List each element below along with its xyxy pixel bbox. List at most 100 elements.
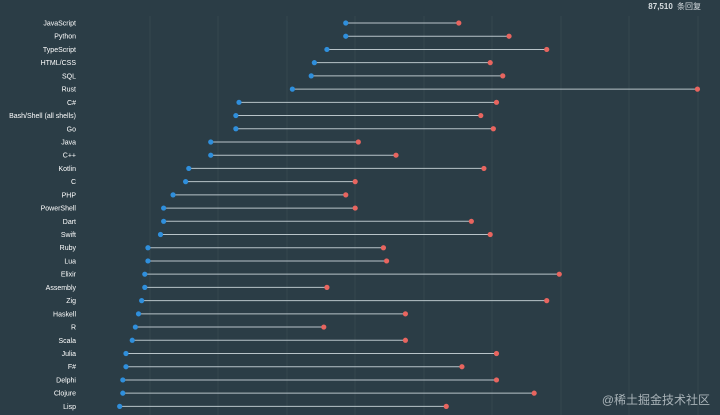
dumbbell-row-swift <box>157 231 493 238</box>
category-label-go: Go <box>67 126 76 133</box>
dumbbell-row-c <box>208 152 399 158</box>
category-label-typescript: TypeScript <box>43 47 76 54</box>
end-point <box>694 86 701 92</box>
end-point <box>490 126 496 132</box>
grid-lines <box>149 16 699 415</box>
dumbbell-row-rust <box>289 86 701 92</box>
dumbbell-row-assembly <box>142 284 330 290</box>
dumbbell-row-c <box>236 99 500 105</box>
start-point <box>186 165 192 172</box>
start-point <box>142 271 148 277</box>
dumbbell-row-haskell <box>135 311 409 317</box>
start-point <box>170 192 176 198</box>
end-point <box>493 350 500 357</box>
end-point <box>468 218 474 224</box>
start-point <box>145 245 151 251</box>
dumbbell-row-dart <box>161 218 474 224</box>
end-point <box>343 192 349 198</box>
end-point <box>531 390 537 396</box>
end-point <box>393 152 399 158</box>
watermark: @稀土掘金技术社区 <box>602 392 710 407</box>
end-point <box>493 99 500 105</box>
dumbbell-row-sql <box>308 73 506 79</box>
category-label-sql: SQL <box>62 73 76 80</box>
start-point <box>343 20 349 26</box>
start-point <box>135 311 142 317</box>
end-point <box>352 179 358 185</box>
category-label-swift: Swift <box>61 232 76 239</box>
start-point <box>117 403 123 409</box>
end-point <box>402 337 409 343</box>
start-point <box>139 298 145 304</box>
start-point <box>311 60 317 66</box>
category-label-julia: Julia <box>62 351 77 358</box>
start-point <box>208 139 214 145</box>
dumbbell-row-bash-shell-all-shells <box>233 112 484 119</box>
start-point <box>183 179 189 185</box>
category-label-assembly: Assembly <box>46 285 77 292</box>
category-label-lua: Lua <box>64 258 76 265</box>
end-point <box>506 33 512 39</box>
start-point <box>123 364 129 370</box>
category-label-c: C++ <box>63 153 76 160</box>
end-point <box>481 165 487 172</box>
end-point <box>402 311 409 317</box>
dumbbell-row-go <box>233 126 496 132</box>
dumbbell-row-javascript <box>343 20 462 26</box>
start-point <box>233 112 239 119</box>
end-point <box>459 364 465 370</box>
start-point <box>145 258 151 264</box>
category-label-dart: Dart <box>63 219 76 226</box>
category-label-kotlin: Kotlin <box>58 166 76 173</box>
end-point <box>383 258 390 264</box>
category-label-javascript: JavaScript <box>43 21 76 28</box>
end-point <box>544 46 550 53</box>
start-point <box>289 86 295 92</box>
category-label-ruby: Ruby <box>60 245 77 252</box>
response-count-unit: 条回复 <box>677 1 701 11</box>
start-point <box>343 33 349 39</box>
dumbbell-row-f <box>123 364 465 370</box>
dumbbell-row-typescript <box>324 46 550 53</box>
dumbbell-row-php <box>170 192 349 198</box>
category-label-bash-shell-all-shells: Bash/Shell (all shells) <box>9 113 76 120</box>
end-point <box>500 73 506 79</box>
dumbbell-row-clojure <box>120 390 537 396</box>
category-label-delphi: Delphi <box>56 377 76 384</box>
dumbbell-row-html-css <box>311 60 493 66</box>
start-point <box>142 284 148 290</box>
start-point <box>236 99 242 105</box>
end-point <box>456 20 462 26</box>
category-label-java: Java <box>61 139 76 146</box>
end-point <box>380 245 387 251</box>
end-point <box>487 60 493 66</box>
category-label-rust: Rust <box>62 87 76 94</box>
dumbbell-row-powershell <box>161 205 358 211</box>
end-point <box>324 284 330 290</box>
end-point <box>321 324 327 330</box>
dumbbell-row-lua <box>145 258 390 264</box>
category-label-c: C <box>71 179 76 186</box>
category-label-lisp: Lisp <box>63 404 76 411</box>
category-label-r: R <box>71 325 76 332</box>
end-point <box>493 377 500 383</box>
dumbbell-row-ruby <box>145 245 387 251</box>
start-point <box>308 73 314 79</box>
data-marks <box>117 20 701 409</box>
category-label-zig: Zig <box>66 298 76 305</box>
response-count: 87,510 条回复 <box>648 1 701 11</box>
category-label-c: C# <box>67 100 76 107</box>
end-point <box>478 112 484 119</box>
start-point <box>161 205 167 211</box>
start-point <box>120 377 126 383</box>
dumbbell-row-scala <box>129 337 409 343</box>
dumbbell-row-lisp <box>117 403 449 409</box>
dumbbell-row-python <box>343 33 512 39</box>
dumbbell-row-c <box>183 179 358 185</box>
dumbbell-row-r <box>132 324 327 330</box>
start-point <box>157 231 164 238</box>
end-point <box>556 271 562 277</box>
dumbbell-row-zig <box>139 298 550 304</box>
